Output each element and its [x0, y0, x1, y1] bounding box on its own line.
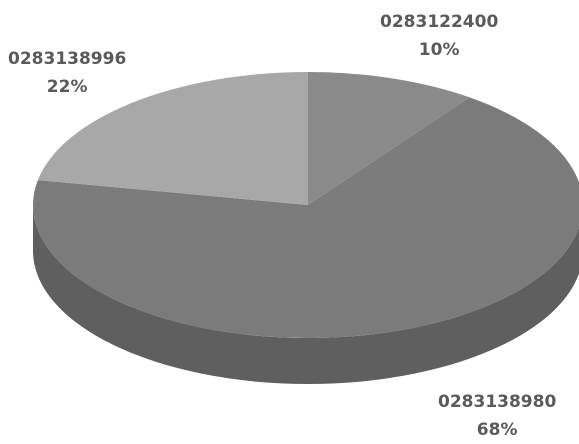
slice-label-0283138980: 0283138980 68% — [438, 388, 556, 444]
pie-slice-0283138996 — [37, 72, 309, 205]
slice-label-0283138996: 0283138996 22% — [8, 45, 126, 101]
slice-label-0283122400: 0283122400 10% — [380, 8, 498, 64]
pie-side-wall — [33, 205, 579, 384]
slice-percent: 22% — [46, 77, 88, 97]
pie-slice-0283138980 — [33, 97, 579, 338]
pie-slices — [33, 72, 579, 338]
slice-name: 0283138996 — [8, 49, 127, 69]
pie-depth-edge — [33, 205, 579, 384]
slice-percent: 10% — [418, 40, 460, 60]
slice-percent: 68% — [476, 420, 518, 440]
slice-name: 0283138980 — [438, 392, 557, 412]
slice-name: 0283122400 — [380, 12, 499, 32]
pie-slice-0283122400 — [308, 72, 470, 205]
